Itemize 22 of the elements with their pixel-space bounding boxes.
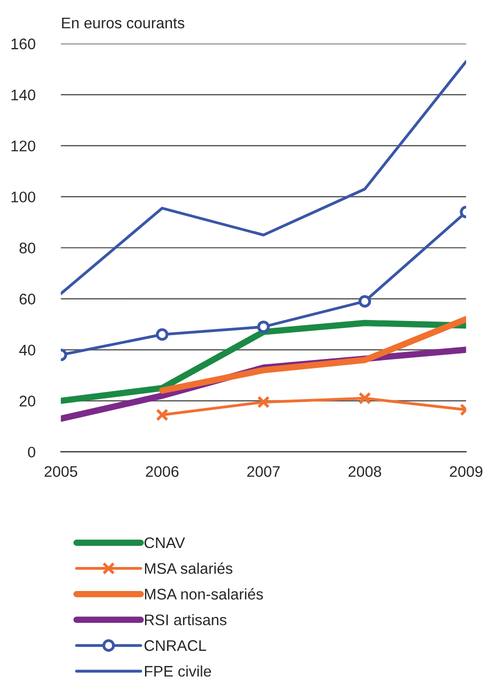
y-tick-label: 0 xyxy=(28,446,36,458)
x-tick-label: 2008 xyxy=(348,466,382,477)
y-axis-title: En euros courants xyxy=(62,18,184,28)
x-tick-label: 2006 xyxy=(146,466,178,477)
legend-label: CNRACL xyxy=(144,640,206,651)
legend-label: MSA salariés xyxy=(145,562,232,574)
line-series xyxy=(60,60,466,296)
x-tick-label: 2007 xyxy=(247,466,280,477)
y-tick-label: 20 xyxy=(20,396,36,406)
y-tick-label: 60 xyxy=(20,294,36,304)
x-tick-label: 2005 xyxy=(44,466,78,477)
y-tick-label: 40 xyxy=(19,344,36,356)
y-tick-label: 100 xyxy=(12,192,36,202)
legend-label: RSI artisans xyxy=(145,614,226,626)
y-tick-label: 80 xyxy=(20,242,36,254)
x-tick-label: 2009 xyxy=(450,466,482,477)
y-tick-label: 120 xyxy=(12,140,36,152)
legend-label: CNAV xyxy=(144,537,186,548)
y-tick-label: 140 xyxy=(12,90,36,100)
legend-label: FPE civile xyxy=(145,665,211,677)
legend-label: MSA non-salariés xyxy=(145,588,263,600)
y-tick-label: 160 xyxy=(12,38,36,50)
